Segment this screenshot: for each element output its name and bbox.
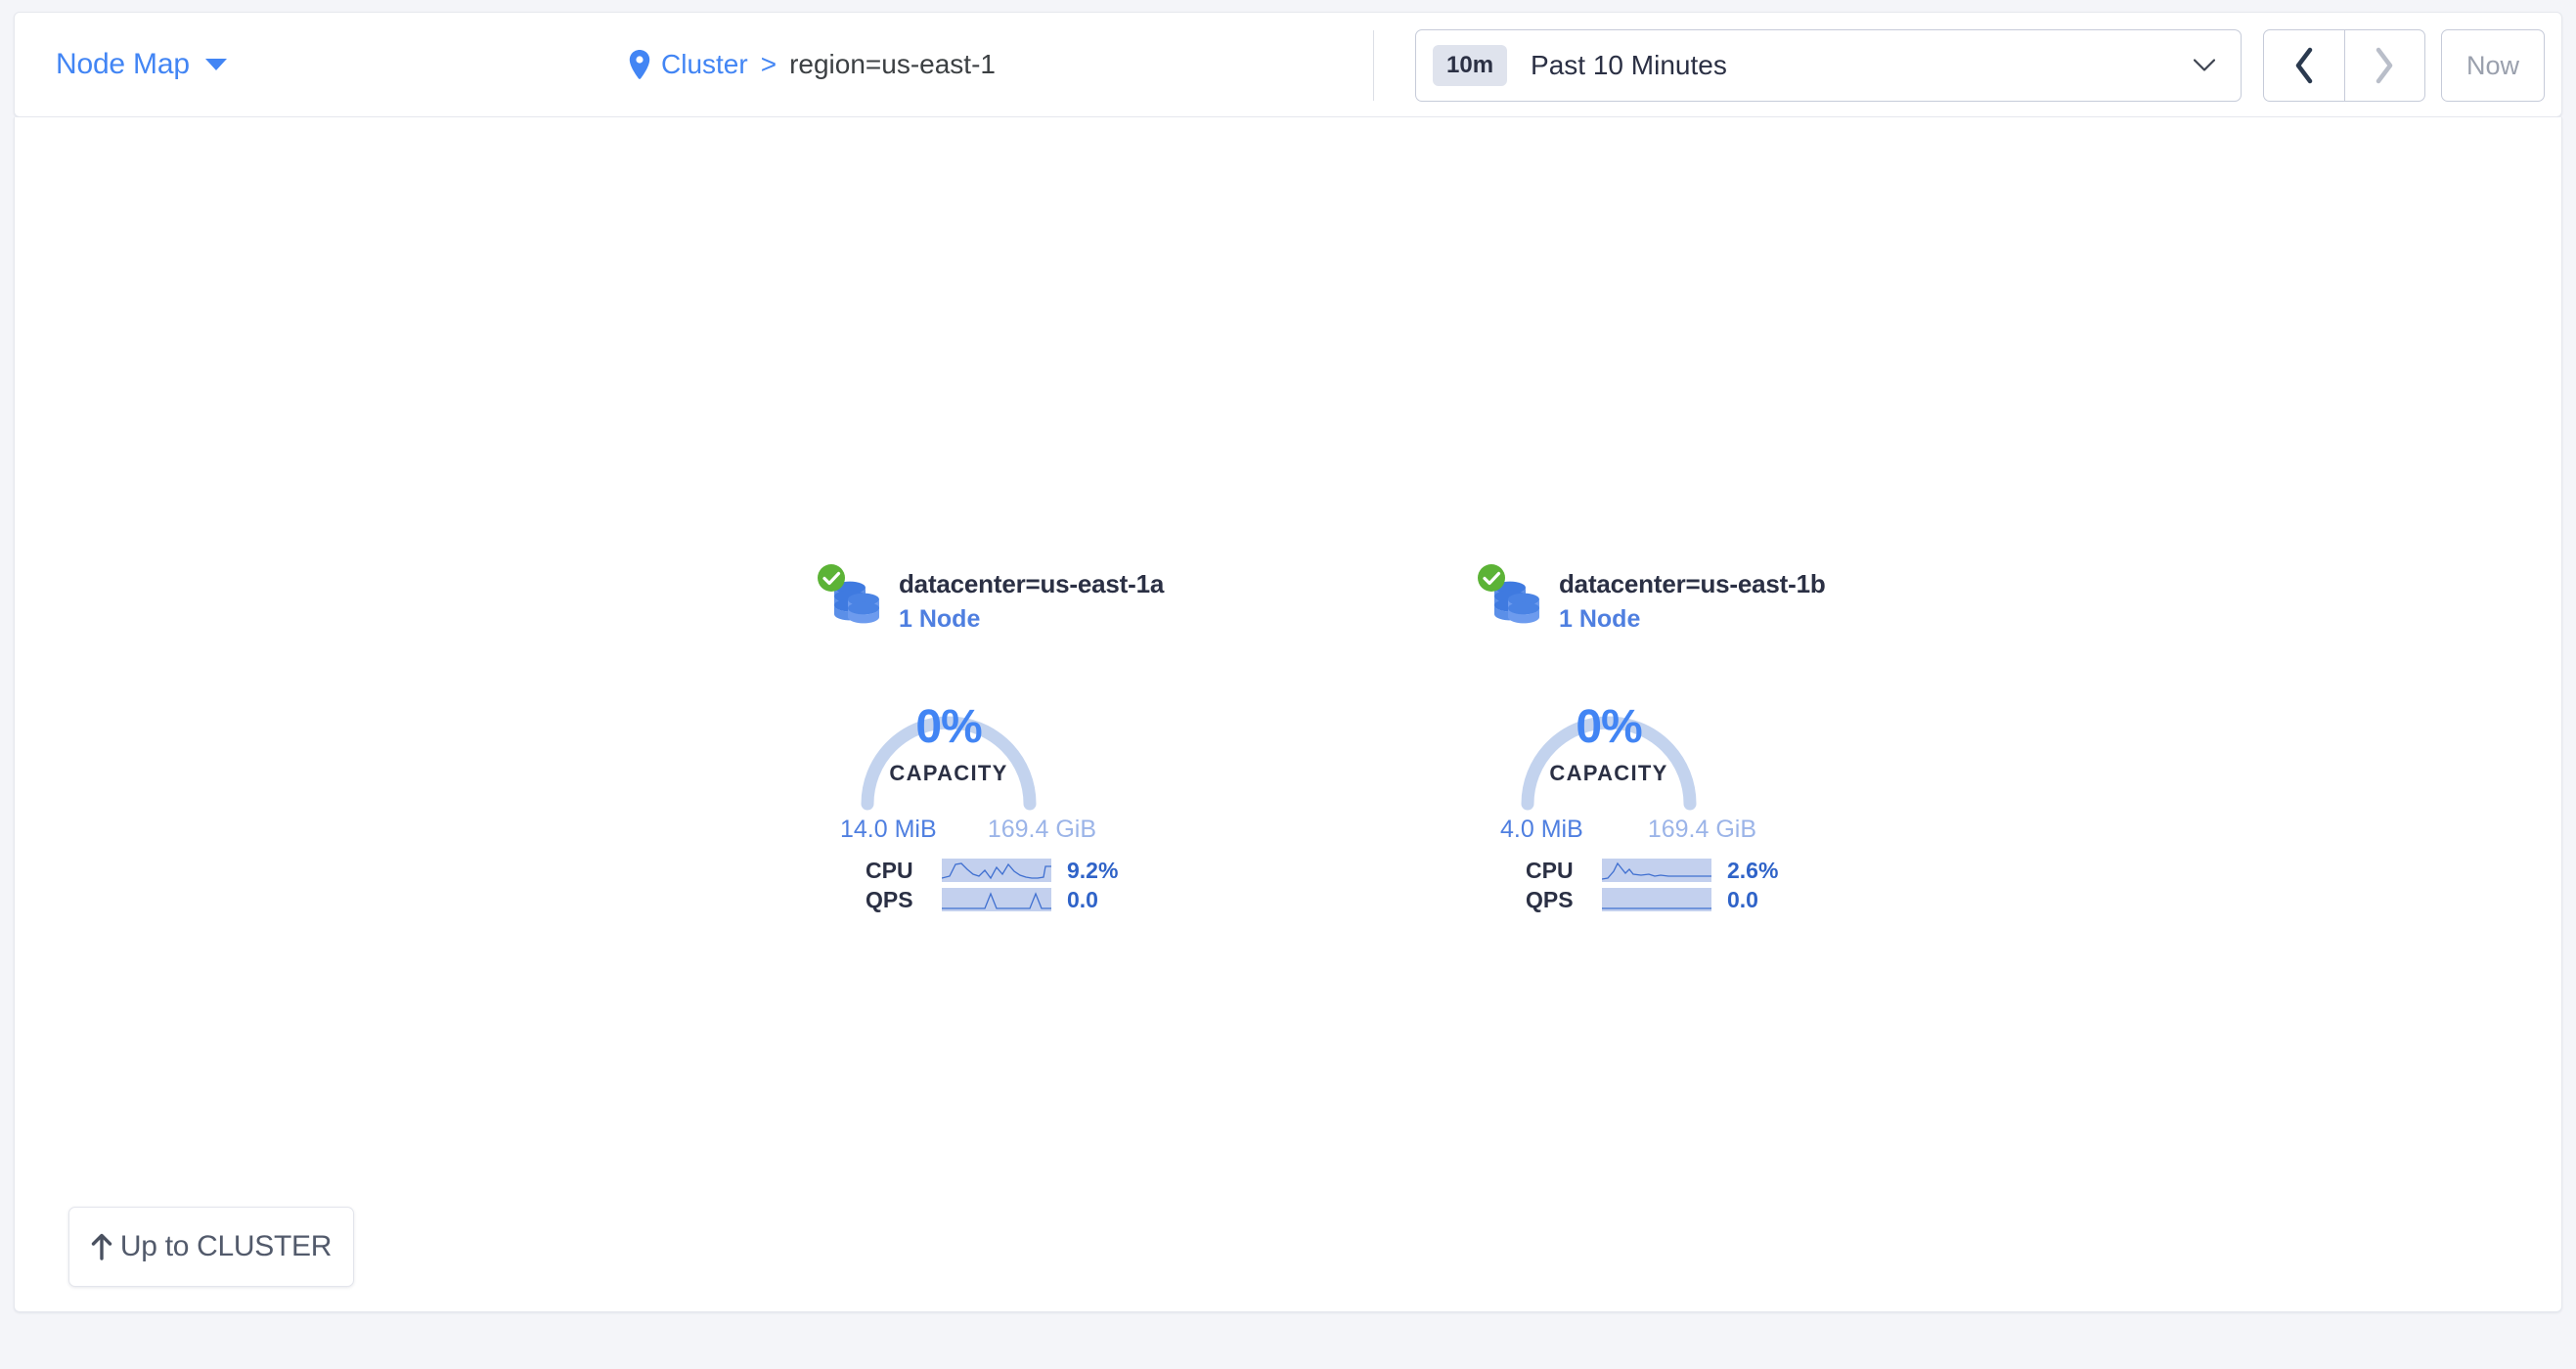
metric-value: 2.6% (1727, 857, 1779, 883)
view-picker[interactable]: Node Map (56, 48, 227, 81)
metric-value: 0.0 (1067, 886, 1098, 912)
node-map-canvas: datacenter=us-east-1a 1 Node 0% CAPACITY… (14, 117, 2562, 1312)
node-card-header: datacenter=us-east-1a 1 Node (818, 564, 1235, 641)
breadcrumb-root-link[interactable]: Cluster (661, 49, 748, 79)
metric-value: 0.0 (1727, 886, 1758, 912)
time-range-select[interactable]: 10m Past 10 Minutes (1415, 29, 2242, 102)
capacity-label: CAPACITY (889, 761, 1008, 785)
check-circle-icon (1478, 564, 1505, 592)
metric-row: QPS 0.0 (866, 885, 1235, 914)
now-button-label: Now (2465, 50, 2519, 80)
capacity-total: 169.4 GiB (1647, 816, 1756, 843)
capacity-percent: 0% (915, 701, 982, 753)
capacity-values: 4.0 MiB 169.4 GiB (1500, 816, 1756, 844)
node-name: datacenter=us-east-1a (899, 569, 1165, 598)
breadcrumb-current: region=us-east-1 (789, 49, 996, 79)
node-card-titles: datacenter=us-east-1b 1 Node (1559, 565, 1826, 634)
chevron-left-icon (2295, 47, 2312, 84)
metric-value: 9.2% (1067, 857, 1119, 883)
node-card-titles: datacenter=us-east-1a 1 Node (899, 565, 1164, 634)
node-name: datacenter=us-east-1b (1559, 569, 1826, 598)
time-nav-group (2263, 29, 2425, 102)
capacity-gauge: 0% CAPACITY (846, 655, 1051, 812)
cpu-sparkline (1602, 859, 1711, 882)
breadcrumb: Cluster > region=us-east-1 (629, 49, 996, 80)
up-to-cluster-button[interactable]: Up to CLUSTER (68, 1207, 354, 1287)
metric-label: QPS (1526, 886, 1574, 912)
now-button[interactable]: Now (2441, 29, 2545, 102)
database-stack-icon (818, 564, 885, 634)
toolbar-divider (1373, 30, 1374, 101)
metric-row: CPU 2.6% (1526, 856, 1895, 885)
metric-row: QPS 0.0 (1526, 885, 1895, 914)
node-card[interactable]: datacenter=us-east-1b 1 Node 0% CAPACITY… (1478, 564, 1895, 914)
time-range-badge: 10m (1433, 45, 1508, 86)
node-metrics: CPU 9.2% QPS 0.0 (866, 856, 1235, 914)
view-picker-label: Node Map (56, 48, 190, 80)
next-period-button[interactable] (2343, 30, 2425, 101)
capacity-total: 169.4 GiB (987, 816, 1096, 843)
capacity-used: 14.0 MiB (840, 816, 937, 843)
capacity-used: 4.0 MiB (1500, 816, 1583, 843)
node-count[interactable]: 1 Node (899, 605, 981, 633)
time-range-label: Past 10 Minutes (1531, 50, 1727, 80)
prev-period-button[interactable] (2264, 30, 2344, 101)
chevron-right-icon (2376, 47, 2393, 84)
node-card[interactable]: datacenter=us-east-1a 1 Node 0% CAPACITY… (818, 564, 1235, 914)
chevron-down-icon (204, 59, 227, 70)
qps-sparkline (942, 888, 1051, 911)
node-card-header: datacenter=us-east-1b 1 Node (1478, 564, 1895, 641)
arrow-up-icon (91, 1233, 112, 1260)
metric-label: QPS (866, 886, 913, 912)
node-metrics: CPU 2.6% QPS 0.0 (1526, 856, 1895, 914)
node-count[interactable]: 1 Node (1559, 605, 1641, 633)
metric-label: CPU (1526, 857, 1574, 883)
capacity-gauge: 0% CAPACITY (1506, 655, 1711, 812)
capacity-values: 14.0 MiB 169.4 GiB (840, 816, 1096, 844)
breadcrumb-separator: > (760, 49, 777, 79)
up-to-cluster-label: Up to CLUSTER (119, 1230, 333, 1262)
map-pin-icon (629, 50, 650, 79)
qps-sparkline (1602, 888, 1711, 911)
capacity-percent: 0% (1576, 701, 1642, 753)
check-circle-icon (818, 564, 845, 592)
capacity-label: CAPACITY (1549, 761, 1668, 785)
top-toolbar: Node Map Cluster > region=us-east-1 10m … (14, 12, 2562, 117)
cpu-sparkline (942, 859, 1051, 882)
metric-row: CPU 9.2% (866, 856, 1235, 885)
metric-label: CPU (866, 857, 913, 883)
database-stack-icon (1478, 564, 1545, 634)
